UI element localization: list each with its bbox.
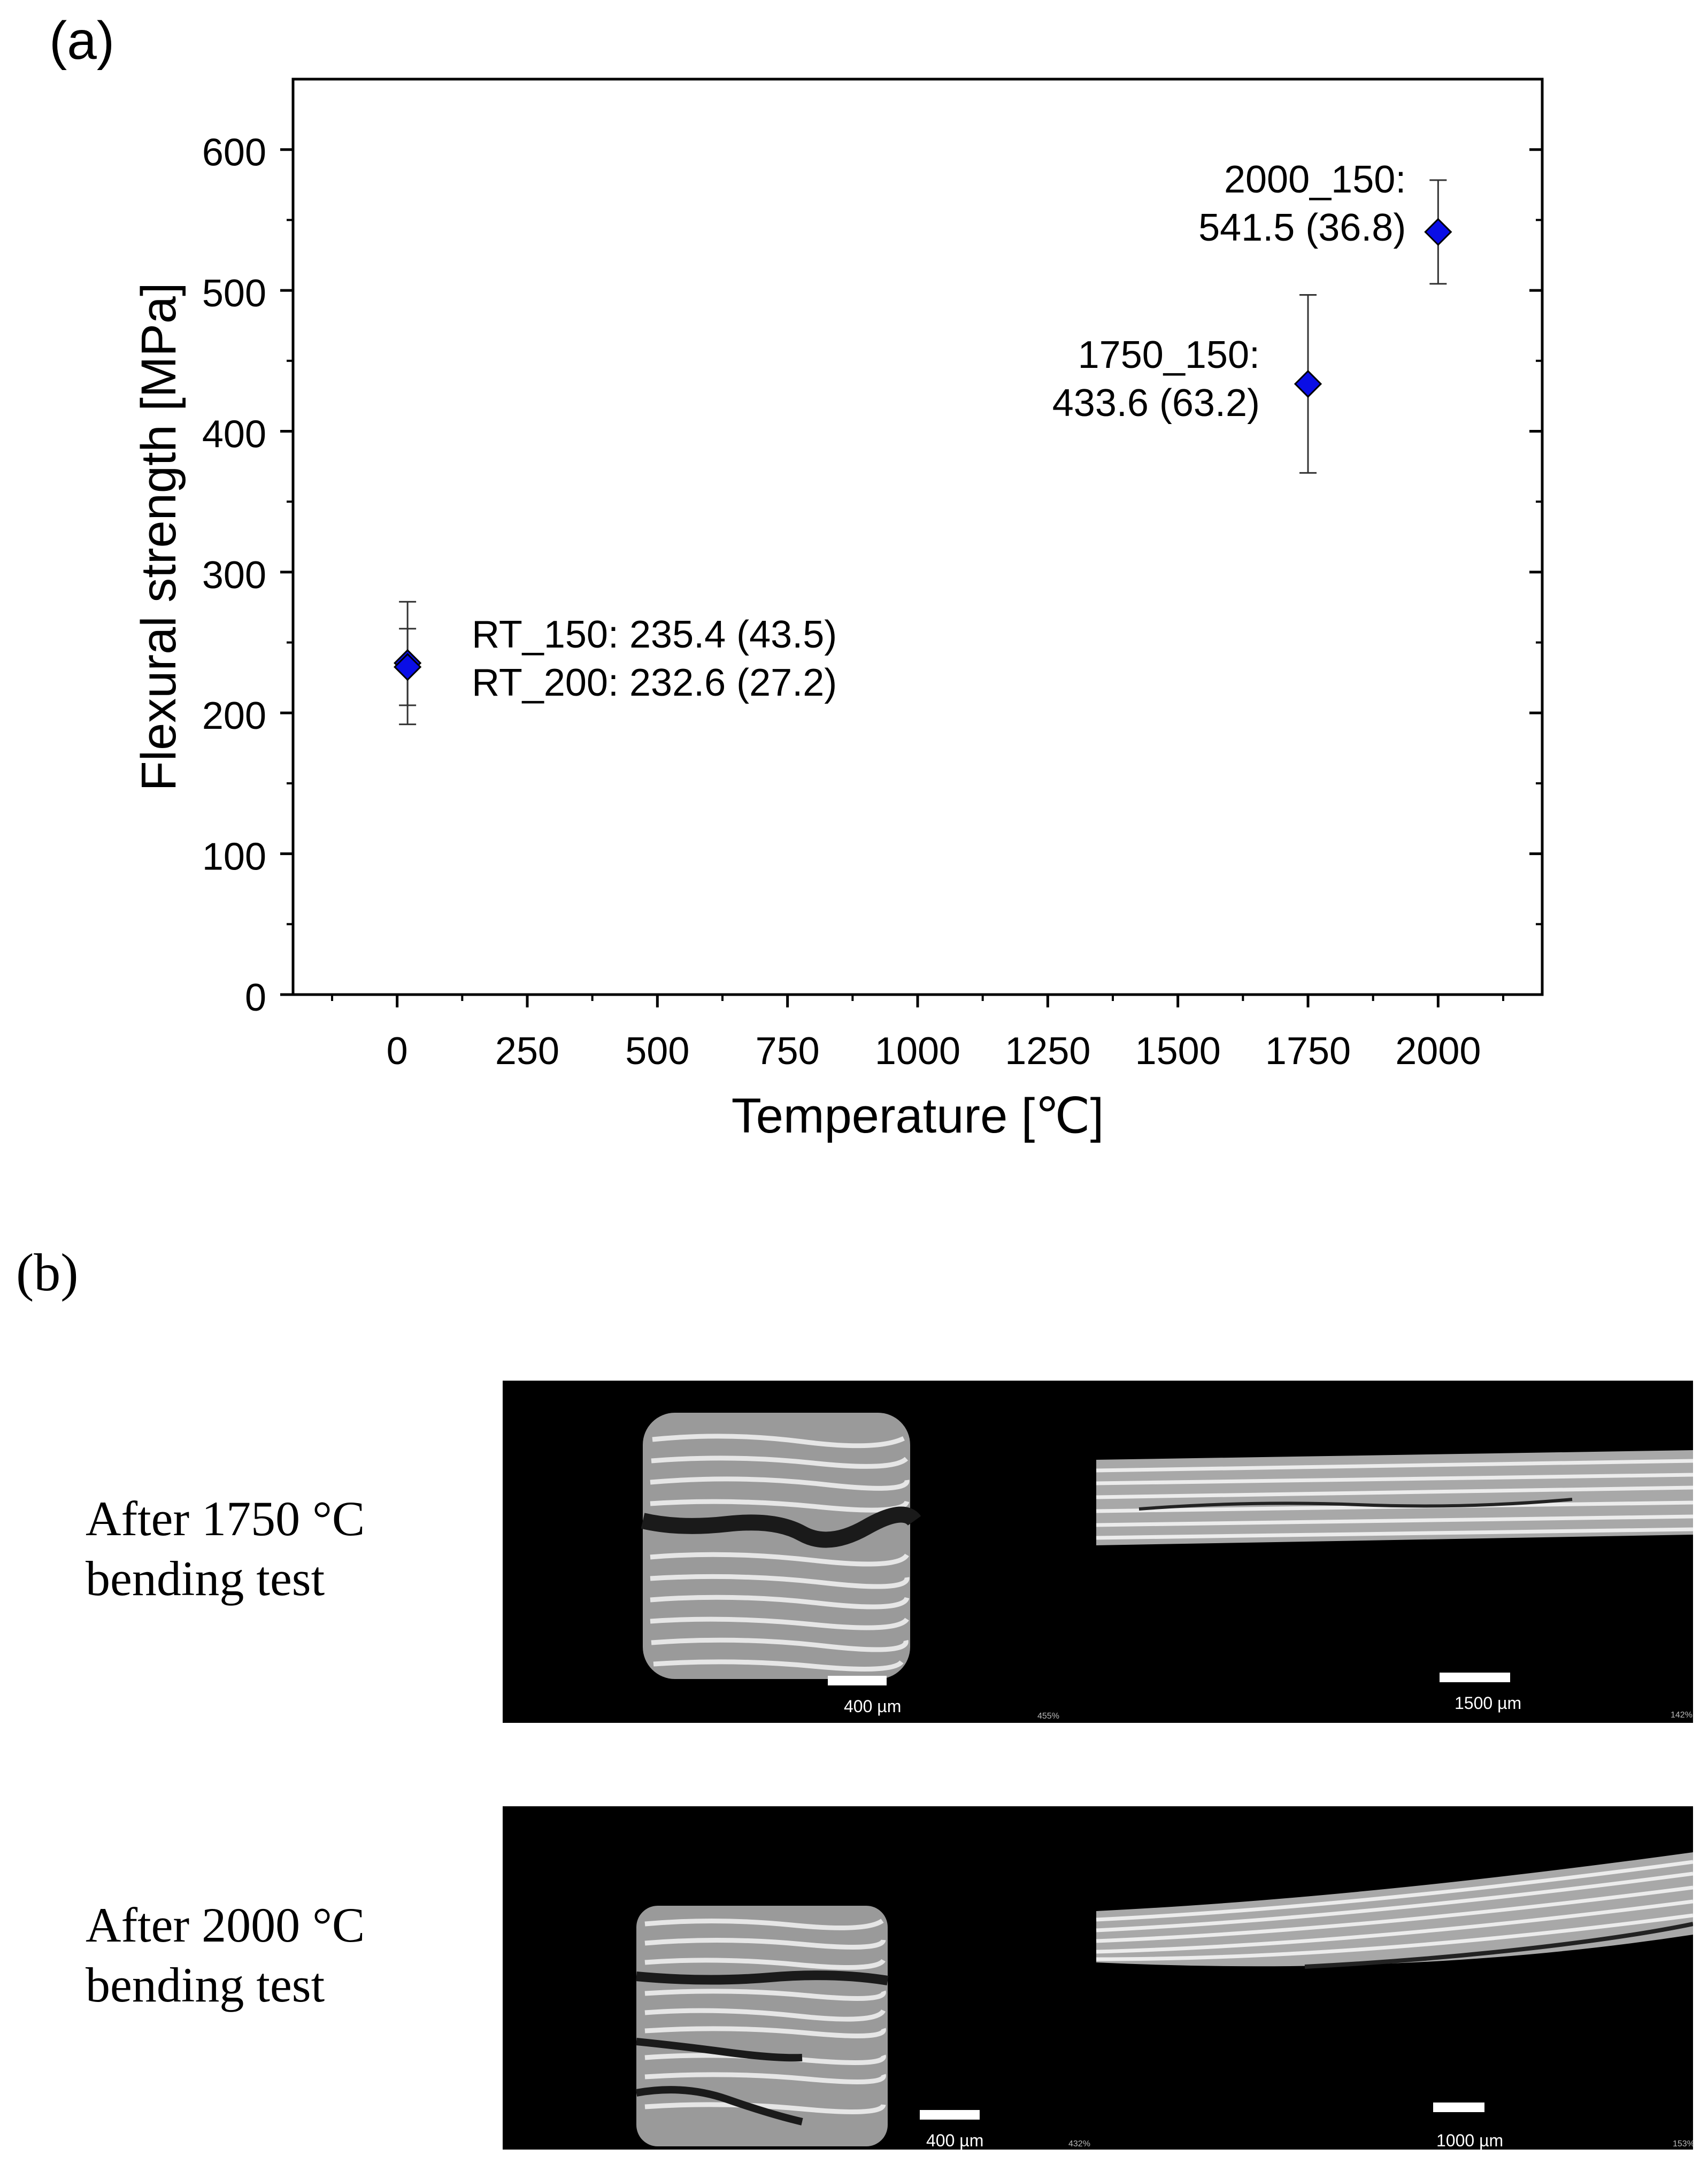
row-label-1750: After 1750 °C bending test xyxy=(86,1489,365,1608)
right-zoom-label: 142% xyxy=(1671,1711,1692,1720)
longitudinal-section-image xyxy=(1096,1852,1693,2112)
longitudinal-section-image xyxy=(1096,1450,1693,1682)
cross-section-image xyxy=(641,1413,921,1685)
y-tick-label: 100 xyxy=(202,836,266,879)
x-tick-label: 750 xyxy=(756,1030,820,1073)
row-label-line1: After 2000 °C xyxy=(86,1898,365,1952)
y-tick-label: 500 xyxy=(202,272,266,315)
right-zoom-label: 153% xyxy=(1673,2139,1693,2148)
micrograph-strip-1750: 400 µm 1500 µm 455% 142% xyxy=(503,1381,1693,1723)
x-tick-label: 0 xyxy=(387,1030,408,1073)
y-tick-label: 200 xyxy=(202,695,266,737)
row-label-line2: bending test xyxy=(86,1958,325,2012)
x-axis-label: Temperature [℃] xyxy=(732,1089,1104,1143)
left-scale-label: 400 µm xyxy=(844,1697,901,1716)
x-tick-label: 1750 xyxy=(1265,1030,1351,1073)
cross-section-image xyxy=(635,1906,980,2146)
left-zoom-label: 432% xyxy=(1068,2139,1090,2148)
row-label-line2: bending test xyxy=(86,1551,325,1606)
data-series xyxy=(394,179,1452,726)
crack xyxy=(636,2038,803,2062)
y-tick-label: 400 xyxy=(202,413,266,456)
data-point xyxy=(1424,218,1452,246)
x-tick-label: 1000 xyxy=(875,1030,960,1073)
y-axis-ticks: 0 100 200 300 400 500 600 xyxy=(202,132,1542,1019)
panel-b-label: (b) xyxy=(16,1243,79,1302)
right-scale-label: 1000 µm xyxy=(1436,2131,1503,2150)
data-annotation: 541.5 (36.8) xyxy=(1198,206,1406,249)
data-point xyxy=(394,653,422,681)
left-scale-label: 400 µm xyxy=(926,2131,983,2150)
row-label-2000: After 2000 °C bending test xyxy=(86,1895,365,2015)
data-annotation: 2000_150: xyxy=(1224,158,1406,201)
y-axis-label: Flexural strength [MPa] xyxy=(132,282,186,791)
y-tick-label: 600 xyxy=(202,132,266,174)
x-axis-ticks: 0 250 500 750 1000 1250 1500 1750 2000 xyxy=(331,995,1504,1073)
x-tick-label: 2000 xyxy=(1395,1030,1481,1073)
left-zoom-label: 455% xyxy=(1037,1712,1059,1721)
x-tick-label: 1250 xyxy=(1005,1030,1090,1073)
x-tick-label: 500 xyxy=(625,1030,689,1073)
data-annotation: 433.6 (63.2) xyxy=(1052,382,1260,425)
data-annotation: RT_200: 232.6 (27.2) xyxy=(472,661,837,704)
right-scale-label: 1500 µm xyxy=(1455,1693,1521,1713)
x-tick-label: 1500 xyxy=(1135,1030,1221,1073)
crack xyxy=(641,1506,921,1548)
micrograph-strip-2000: 400 µm 1000 µm 432% 153% xyxy=(503,1806,1693,2150)
data-point xyxy=(1294,369,1322,398)
row-label-line1: After 1750 °C xyxy=(86,1491,365,1546)
data-annotation: RT_150: 235.4 (43.5) xyxy=(472,613,837,656)
x-tick-label: 250 xyxy=(495,1030,559,1073)
y-tick-label: 0 xyxy=(245,976,266,1019)
data-annotation: 1750_150: xyxy=(1078,334,1260,376)
panel-a-label: (a) xyxy=(49,11,114,71)
crack xyxy=(636,1970,889,1985)
flexural-strength-chart: (a) 0 100 200 300 400 500 600 0 250 500 750 1000 12… xyxy=(49,11,1544,1143)
y-tick-label: 300 xyxy=(202,554,266,597)
data-annotations: RT_150: 235.4 (43.5) RT_200: 232.6 (27.2)… xyxy=(472,158,1406,704)
crack xyxy=(635,2086,803,2126)
